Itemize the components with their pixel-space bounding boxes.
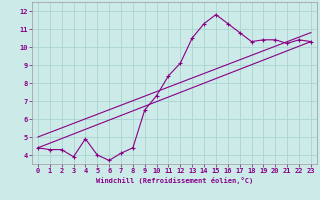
X-axis label: Windchill (Refroidissement éolien,°C): Windchill (Refroidissement éolien,°C) bbox=[96, 177, 253, 184]
